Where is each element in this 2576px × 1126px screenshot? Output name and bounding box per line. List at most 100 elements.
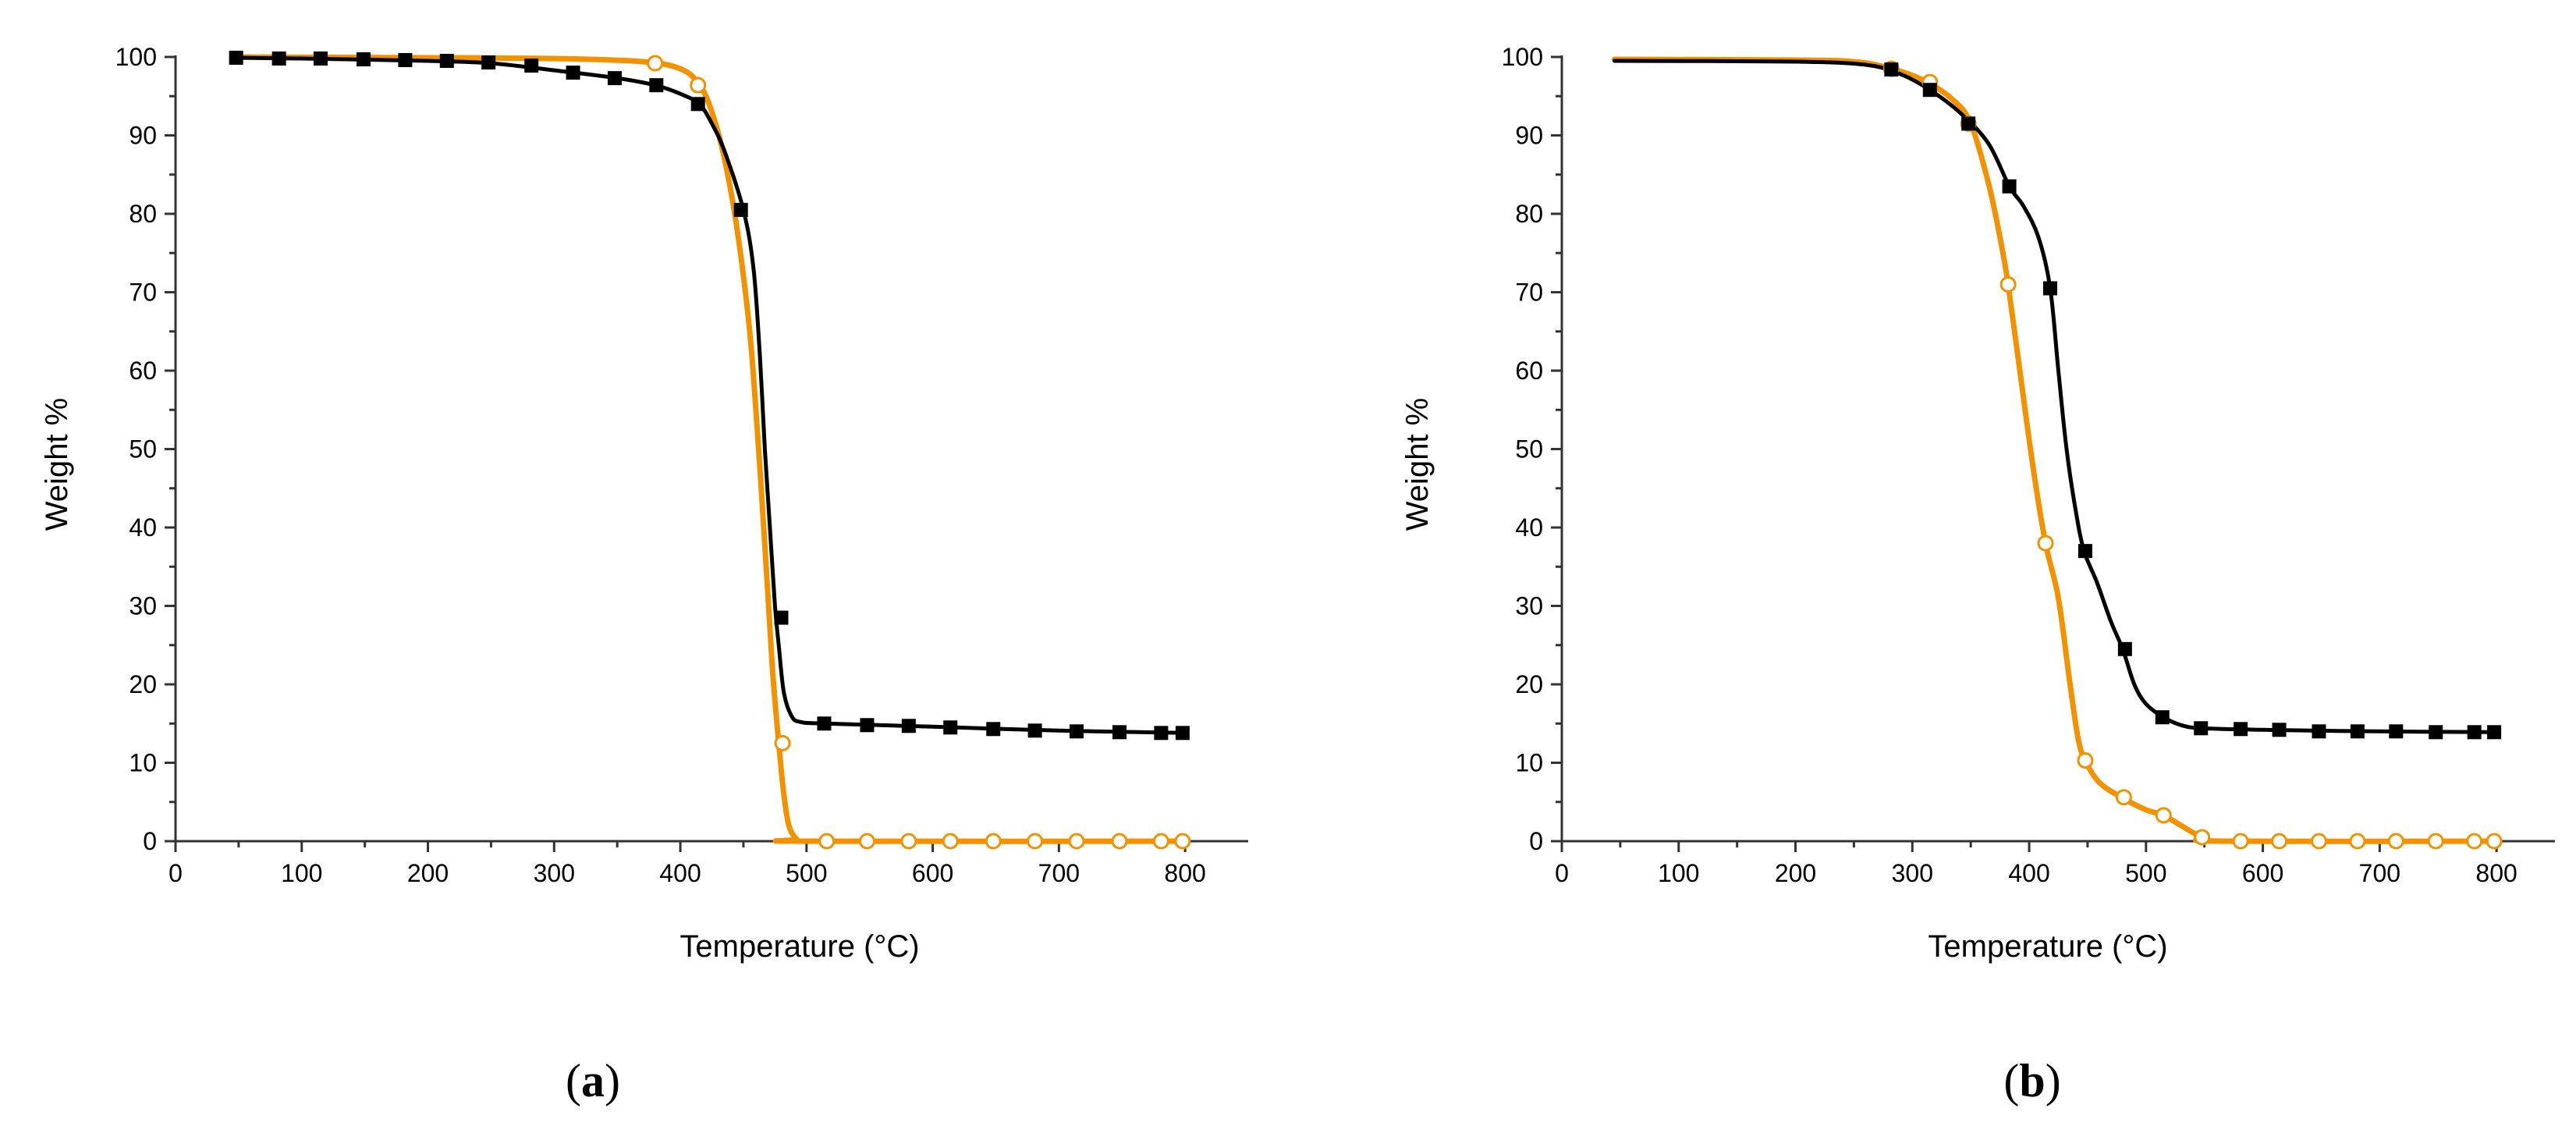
data-point-square [690,97,705,112]
y-tick-label: 40 [1515,513,1543,542]
x-axis-title: Temperature (°C) [679,929,919,964]
y-tick-label: 40 [129,513,157,542]
y-tick-label: 100 [115,43,157,71]
data-point-square [524,59,539,73]
data-point-circle [942,833,959,850]
x-tick-label: 0 [1555,859,1569,887]
data-point-square [1884,62,1899,77]
series-black-line [234,55,1187,735]
data-point-circle [2037,535,2054,552]
data-point-square [2467,725,2482,740]
data-point-circle [690,76,707,94]
data-point-circle [2387,833,2404,850]
x-tick-label: 500 [2125,859,2166,887]
data-point-circle [2427,833,2444,850]
data-point-square [481,55,496,70]
data-point-square [1154,726,1169,741]
data-point-square [357,52,371,67]
data-point-circle [1999,275,2017,293]
data-point-circle [1174,833,1191,850]
data-point-circle [818,833,836,850]
x-tick-label: 600 [2242,859,2283,887]
series-black-line [1612,59,2499,734]
data-point-square [2272,723,2287,737]
data-point-square [2194,721,2209,736]
data-point-square [901,719,916,733]
data-point-square [986,722,1001,737]
panel-label-close: ) [2046,1055,2061,1106]
data-point-circle [2194,829,2211,846]
data-point-square [2155,710,2170,725]
data-point-square [2077,544,2092,559]
data-point-circle [2466,833,2483,850]
y-tick-label: 50 [129,435,157,464]
data-point-circle [1152,833,1169,850]
y-tick-label: 20 [1515,670,1543,698]
data-point-square [2312,724,2326,739]
data-point-circle [2077,751,2094,769]
data-point-square [860,718,875,733]
y-tick-label: 0 [1529,827,1543,855]
data-point-circle [900,833,917,850]
data-point-square [649,78,664,93]
data-point-square [733,202,748,217]
x-tick-label: 200 [1775,859,1816,887]
x-tick-label: 300 [534,859,575,887]
data-point-square [1922,83,1937,98]
data-point-square [943,720,958,735]
panel-label-open: ( [566,1055,581,1106]
data-point-square [2389,724,2404,739]
data-point-circle [1068,833,1085,850]
y-tick-label: 30 [129,592,157,620]
x-tick-label: 700 [2359,859,2400,887]
x-tick-label: 800 [1164,859,1205,887]
data-point-square [2487,725,2502,740]
y-tick-label: 30 [1515,592,1543,620]
data-point-square [566,66,580,80]
y-tick-label: 80 [1515,200,1543,228]
data-point-circle [647,55,664,72]
panel-label-b: (b) [2003,1055,2060,1106]
data-point-square [1961,116,1976,131]
data-point-circle [2115,789,2132,806]
data-point-circle [858,833,875,850]
data-point-circle [2486,833,2503,850]
data-point-square [1175,726,1190,741]
data-point-circle [774,734,791,751]
panel-label-letter: a [581,1055,605,1106]
y-tick-label: 10 [129,749,157,777]
data-point-square [2234,722,2248,737]
data-point-square [2429,725,2443,740]
y-tick-label: 80 [129,200,157,228]
x-tick-label: 500 [786,859,827,887]
data-point-circle [2310,833,2327,850]
y-tick-label: 10 [1515,749,1543,777]
data-point-square [439,54,454,69]
data-point-square [314,52,328,66]
data-point-square [271,52,286,66]
data-point-circle [2232,833,2249,850]
data-point-circle [1027,833,1044,850]
chart-panel-b: Temperature (°C) Weight % 0 100 200 300 400 5… [1400,43,2555,964]
data-point-circle [2349,833,2366,850]
data-point-square [1027,723,1042,738]
x-tick-label: 400 [659,859,701,887]
y-tick-label: 90 [129,122,157,150]
x-tick-label: 700 [1038,859,1080,887]
series-orange-line [233,54,1188,844]
y-tick-label: 100 [1502,43,1543,71]
plot-area: 0 100 200 300 400 500 600 700 800 0 10 20 30 40 50 60 70… [115,43,1248,887]
panel-label-open: ( [2003,1055,2019,1106]
data-point-circle [985,833,1002,850]
data-point-square [1112,725,1127,740]
panel-label-a: (a) [566,1055,620,1106]
x-tick-label: 300 [1892,859,1933,887]
data-point-square [607,71,622,86]
data-point-square [774,610,789,625]
chart-panel-a: Temperature (°C) Weight % 0 100 200 300 400 5… [40,43,1248,964]
x-tick-label: 0 [169,859,183,887]
y-tick-label: 20 [129,670,157,698]
y-tick-label: 70 [1515,279,1543,307]
